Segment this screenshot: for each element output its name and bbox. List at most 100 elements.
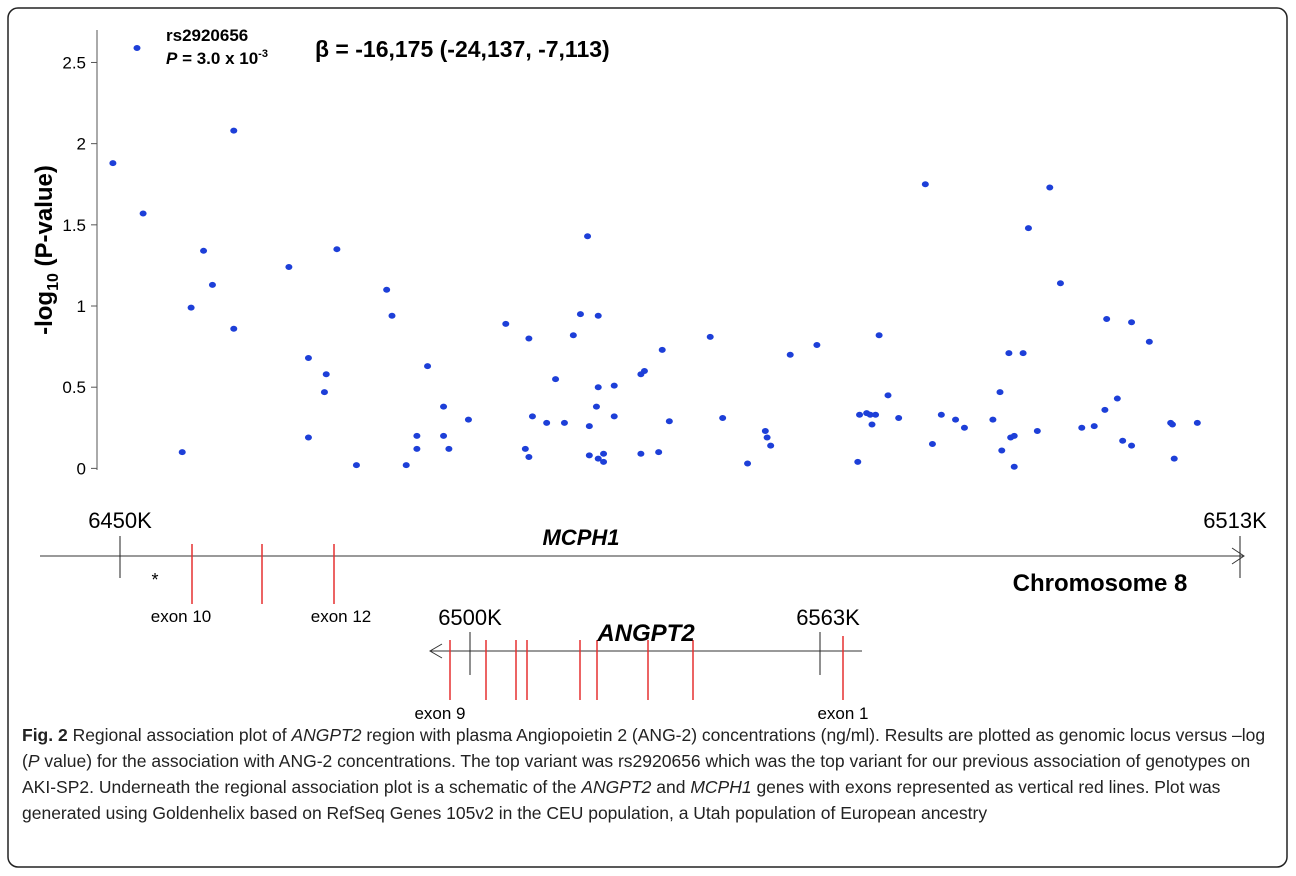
point [560, 419, 568, 426]
point [585, 452, 593, 459]
point [600, 458, 608, 465]
point [1005, 350, 1013, 357]
point [569, 332, 577, 339]
point [576, 311, 584, 318]
point [413, 432, 421, 439]
point [584, 233, 592, 240]
point [989, 416, 997, 423]
point [592, 403, 600, 410]
point [1024, 225, 1032, 232]
caption: Fig. 2 Regional association plot of ANGP… [22, 722, 1272, 826]
y-label-sub: 10 [45, 273, 62, 291]
point [665, 418, 673, 425]
point [866, 411, 874, 418]
point [637, 450, 645, 457]
p-text: = 3.0 x 10 [177, 49, 258, 68]
point [996, 389, 1004, 396]
point [525, 335, 533, 342]
start-label: 6450K [88, 508, 152, 533]
point [928, 441, 936, 448]
point [285, 264, 293, 271]
point [320, 389, 328, 396]
point [1168, 421, 1176, 428]
point [884, 392, 892, 399]
point [304, 354, 312, 361]
point [763, 434, 771, 441]
point [383, 286, 391, 293]
exons [449, 636, 844, 700]
annotation: β = -16,175 (-24,137, -7,113) [315, 36, 610, 62]
point [895, 415, 903, 422]
fig-label: Fig. 2 [22, 725, 68, 745]
point [502, 320, 510, 327]
caption-text: genes with exons represented as vertical… [22, 777, 1221, 823]
figure-border [7, 7, 1288, 868]
point [139, 210, 147, 217]
point [1113, 395, 1121, 402]
point [640, 367, 648, 374]
point [786, 351, 794, 358]
start-label: 6500K [438, 605, 502, 630]
point [610, 382, 618, 389]
point [1193, 419, 1201, 426]
arrowhead [1231, 547, 1245, 565]
caption-italic: ANGPT2 [291, 725, 362, 745]
point [594, 312, 602, 319]
y-tick-label: 1 [77, 297, 86, 316]
point [952, 416, 960, 423]
point [1090, 423, 1098, 430]
exon-label: exon 1 [817, 704, 868, 723]
point [767, 442, 775, 449]
point [388, 312, 396, 319]
point [719, 415, 727, 422]
caption-text: Regional association plot of [67, 725, 292, 745]
point [1046, 184, 1054, 191]
caption-italic: MCPH1 [690, 777, 752, 797]
point [655, 449, 663, 456]
point [208, 281, 216, 288]
point [543, 419, 551, 426]
y-tick-label: 2.5 [62, 53, 86, 72]
point [875, 332, 883, 339]
point [658, 346, 666, 353]
point [424, 363, 432, 370]
point [552, 376, 560, 383]
point [610, 413, 618, 420]
point [998, 447, 1006, 454]
point [413, 445, 421, 452]
point [600, 450, 608, 457]
y-tick-label: 0 [77, 459, 86, 478]
point [1128, 442, 1136, 449]
point [585, 423, 593, 430]
caption-text: and [651, 777, 691, 797]
point [525, 454, 533, 461]
legend-marker [133, 45, 141, 51]
exon-label: exon 9 [414, 704, 465, 723]
gene-label: ANGPT2 [596, 620, 695, 647]
legend-p: P = 3.0 x 10-3 [166, 48, 268, 68]
point [706, 333, 714, 340]
y-label-rest: (P-value) [31, 165, 58, 273]
point [1170, 455, 1178, 462]
point [1078, 424, 1086, 431]
point [304, 434, 312, 441]
point [856, 411, 864, 418]
y-tick-label: 0.5 [62, 378, 86, 397]
point [322, 371, 330, 378]
point [872, 411, 880, 418]
point [178, 449, 186, 456]
point [761, 428, 769, 435]
point [521, 445, 529, 452]
point [1010, 432, 1018, 439]
point [440, 403, 448, 410]
point [333, 246, 341, 253]
end-label: 6513K [1203, 508, 1267, 533]
caption-italic: P [27, 751, 40, 771]
point [1128, 319, 1136, 326]
point [109, 160, 117, 167]
point [1101, 406, 1109, 413]
y-tick-label: 2 [77, 135, 86, 154]
legend-label: rs2920656 [166, 26, 248, 45]
